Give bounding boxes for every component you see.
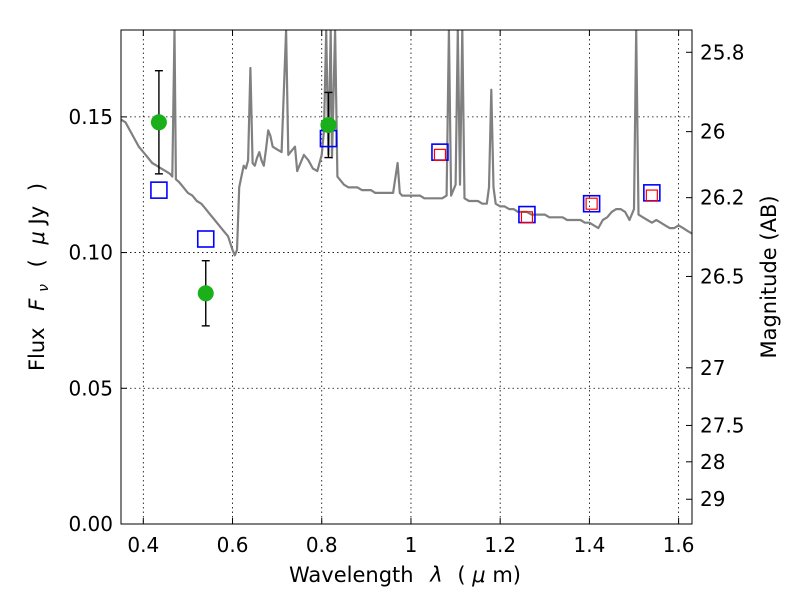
- model-photometry-square: [150, 181, 168, 199]
- plot-background: [121, 30, 692, 524]
- alt-photometry-square: [433, 148, 447, 161]
- x-axis-title-unit: m): [492, 563, 521, 587]
- x-tick-label: 1.2: [484, 533, 516, 557]
- mag-tick-label: 26: [700, 120, 725, 144]
- y-tick-label: 0.15: [68, 105, 113, 129]
- y-tick-label: 0.00: [68, 512, 113, 536]
- alt-photometry-square: [520, 211, 534, 224]
- observed-flux-point: [320, 117, 337, 133]
- data-layer: [121, 30, 692, 257]
- model-photometry-square: [196, 230, 215, 248]
- y-axis-title-F: F: [25, 298, 49, 311]
- x-tick-label: 0.4: [127, 533, 159, 557]
- x-tick-label: 0.6: [217, 533, 249, 557]
- y-axis-title-paren-open: (: [25, 259, 49, 267]
- y-axis-title-unit: Jy: [25, 206, 49, 227]
- observed-flux-point: [150, 114, 167, 131]
- mag-tick-label: 28: [700, 450, 725, 474]
- x-tick-label: 0.8: [306, 533, 338, 557]
- mag-tick-label: 27: [700, 356, 725, 380]
- model-sed-line: [121, 30, 692, 257]
- mag-tick-label: 29: [700, 487, 725, 511]
- right-axis-title: Magnitude (AB): [757, 195, 781, 358]
- x-tick-label: 1.4: [573, 533, 605, 557]
- y-axis-title-nu: ν: [36, 284, 52, 292]
- y-axis-title-word: Flux: [25, 327, 49, 371]
- x-axis-title-lambda: λ: [429, 563, 442, 587]
- ticks: 0.4 0.6 0.8 1 1.2 1.4 1.6 0.00 0.05 0.10 0.15 25.8 2…: [68, 30, 745, 557]
- mag-tick-label: 25.8: [700, 40, 745, 64]
- x-tick-label: 1.6: [663, 533, 695, 557]
- model-photometry-square: [582, 194, 601, 213]
- alt-photometry-square: [645, 189, 658, 202]
- mag-tick-label: 27.5: [700, 413, 745, 437]
- mag-tick-label: 26.5: [700, 264, 745, 288]
- alt-photometry-square: [585, 197, 598, 210]
- mag-tick-label: 26.2: [700, 186, 745, 210]
- y-axis-title-mu: μ: [25, 231, 49, 245]
- x-axis-title-mu: μ: [471, 563, 485, 587]
- y-axis-title-paren-close: ): [25, 183, 49, 191]
- x-axis-title-word: Wavelength: [289, 563, 414, 587]
- marker-layer: [150, 70, 661, 327]
- x-tick-label: 1: [405, 533, 418, 557]
- observed-flux-point: [197, 285, 214, 302]
- x-axis-title: Wavelength λ ( μ m): [289, 563, 521, 587]
- y-tick-label: 0.10: [68, 241, 113, 265]
- y-tick-label: 0.05: [68, 376, 113, 400]
- y-axis-title: Flux F ν ( μ Jy ): [25, 183, 52, 371]
- x-axis-title-paren: (: [457, 563, 465, 587]
- plot-frame: [120, 29, 693, 525]
